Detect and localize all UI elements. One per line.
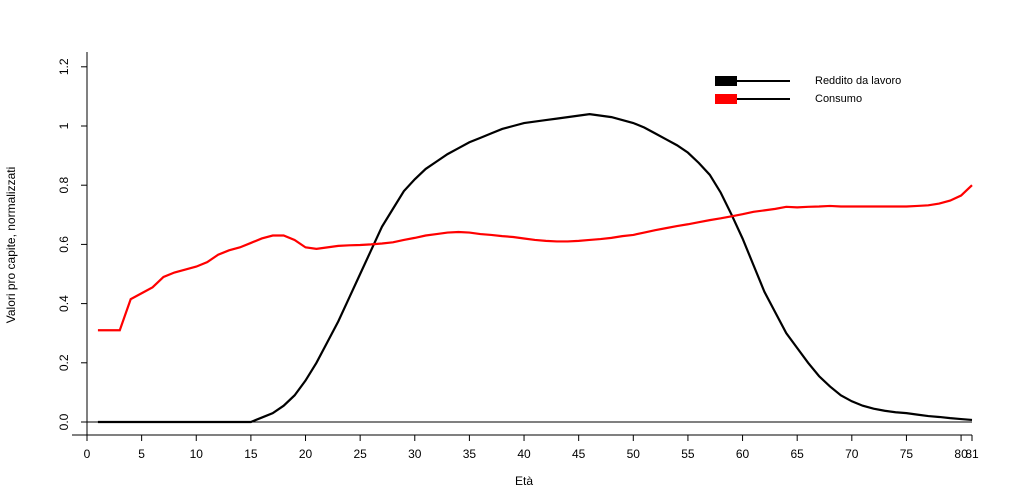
x-tick-label: 45 <box>572 447 586 461</box>
x-tick-label: 15 <box>244 447 258 461</box>
x-tick-label: 40 <box>517 447 531 461</box>
x-tick-label: 10 <box>190 447 204 461</box>
x-tick-label: 30 <box>408 447 422 461</box>
y-tick-label: 0.8 <box>57 177 71 194</box>
series-line <box>97 113 973 424</box>
x-tick-label: 75 <box>900 447 914 461</box>
y-tick-label: 0.4 <box>57 295 71 312</box>
x-tick-label: 70 <box>845 447 859 461</box>
legend-label: Reddito da lavoro <box>815 75 901 87</box>
x-tick-label: 35 <box>463 447 477 461</box>
legend-label: Consumo <box>815 93 862 105</box>
x-tick-label: 81 <box>965 447 979 461</box>
x-tick-label: 20 <box>299 447 313 461</box>
x-tick-label: 55 <box>681 447 695 461</box>
y-tick-label: 0.2 <box>57 354 71 371</box>
x-tick-label: 50 <box>627 447 641 461</box>
legend-swatch <box>715 94 737 104</box>
series-line <box>97 184 973 332</box>
x-tick-label: 0 <box>84 447 91 461</box>
y-tick-label: 0.0 <box>57 413 71 430</box>
x-tick-label: 60 <box>736 447 750 461</box>
x-axis-label: Età <box>515 474 533 488</box>
y-tick-label: 0.6 <box>57 236 71 253</box>
y-axis-label: Valori pro capite, normalizzati <box>4 167 18 324</box>
y-tick-label: 1.2 <box>57 58 71 75</box>
legend-swatch <box>715 76 737 86</box>
y-tick-label: 1 <box>57 122 71 129</box>
x-tick-label: 5 <box>138 447 145 461</box>
x-tick-label: 65 <box>791 447 805 461</box>
x-tick-label: 25 <box>353 447 367 461</box>
x-tick-label: 80 <box>954 447 968 461</box>
